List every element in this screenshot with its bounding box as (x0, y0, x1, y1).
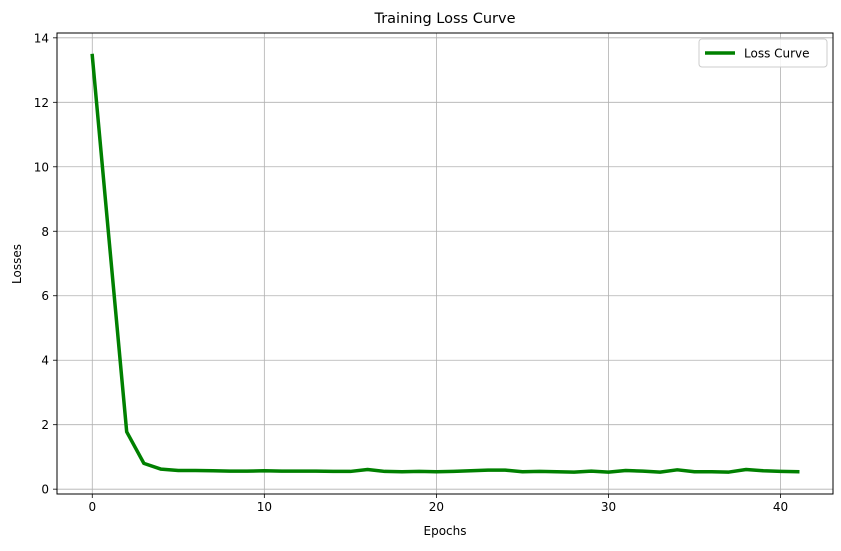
y-tick-label: 10 (34, 160, 49, 174)
y-tick-label: 4 (41, 354, 49, 368)
axis-ticks: 0 10 20 30 40 0 2 4 6 8 10 12 14 (34, 31, 788, 514)
y-tick-label: 14 (34, 31, 49, 45)
legend: Loss Curve (698, 38, 828, 68)
y-tick-label: 2 (41, 418, 49, 432)
x-tick-label: 20 (429, 500, 444, 514)
y-tick-label: 8 (41, 225, 49, 239)
x-tick-label: 30 (601, 500, 616, 514)
x-axis-label: Epochs (424, 524, 467, 538)
y-axis-label: Losses (10, 244, 24, 284)
grid-lines (57, 33, 833, 494)
legend-box (698, 38, 828, 68)
loss-curve-line (90, 53, 800, 474)
y-tick-label: 0 (41, 483, 49, 497)
series-layer (90, 53, 800, 474)
y-tick-label: 12 (34, 96, 49, 110)
chart-title: Training Loss Curve (373, 11, 515, 27)
x-tick-label: 10 (257, 500, 272, 514)
plot-area-frame (56, 32, 834, 495)
legend-label: Loss Curve (744, 47, 810, 61)
x-tick-label: 0 (88, 500, 96, 514)
x-tick-label: 40 (773, 500, 788, 514)
y-tick-label: 6 (41, 289, 49, 303)
